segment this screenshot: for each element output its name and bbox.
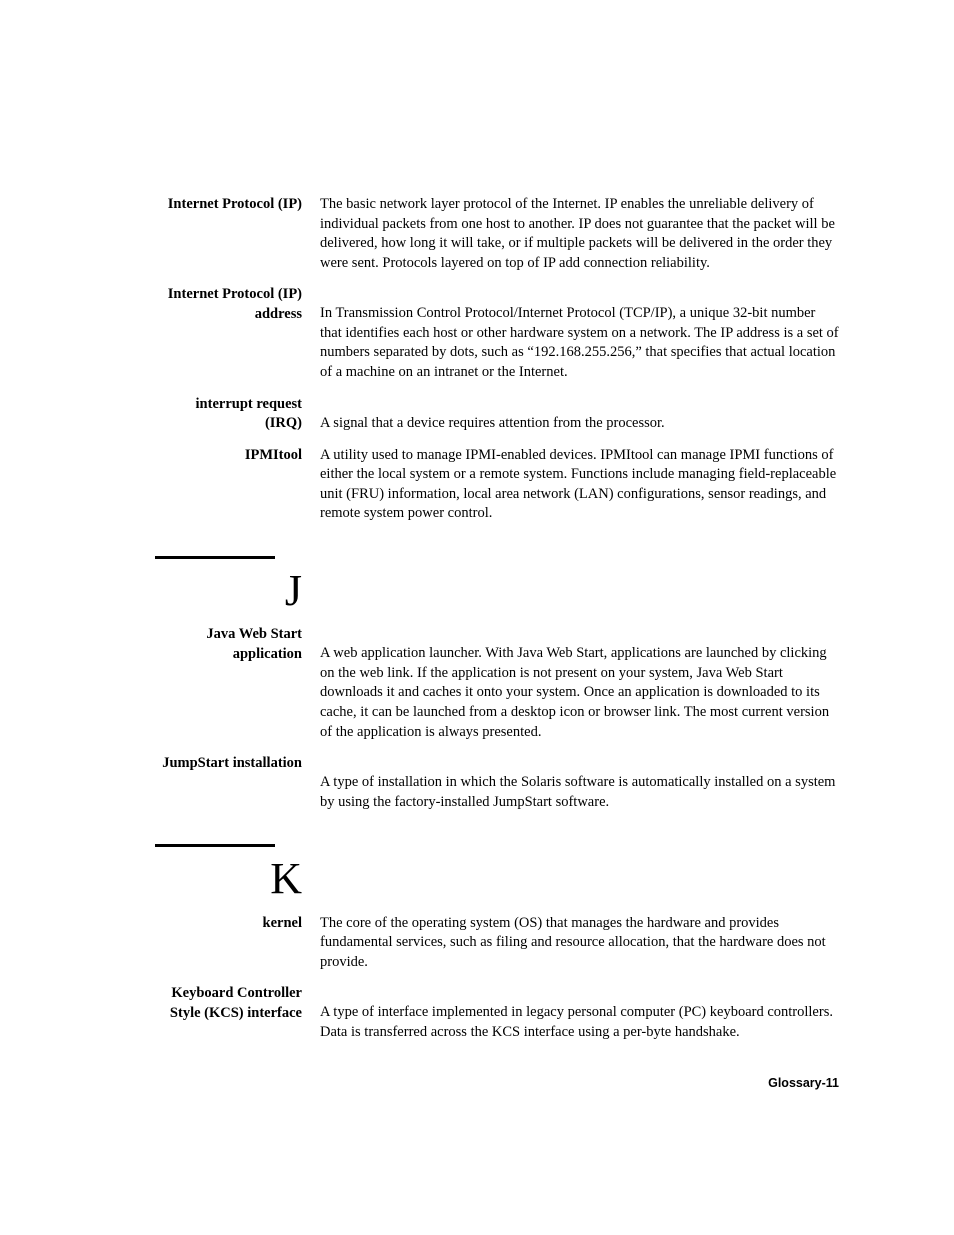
glossary-definition: A utility used to manage IPMI-enabled de… <box>320 446 839 524</box>
glossary-entry: Java Web Start application A web applica… <box>155 625 839 742</box>
section-letter-k: K <box>155 855 320 903</box>
glossary-term: kernel <box>155 914 320 973</box>
glossary-term: JumpStart installation <box>155 754 320 812</box>
glossary-entries-k: kernel The core of the operating system … <box>155 914 839 1043</box>
glossary-definition: A signal that a device requires attentio… <box>320 395 839 434</box>
glossary-term: Internet Protocol (IP) <box>155 195 320 273</box>
glossary-entries-j: Java Web Start application A web applica… <box>155 625 839 812</box>
glossary-definition: A type of interface implemented in legac… <box>320 984 839 1042</box>
glossary-definition: The core of the operating system (OS) th… <box>320 914 839 973</box>
glossary-entry: kernel The core of the operating system … <box>155 914 839 973</box>
glossary-entries-top: Internet Protocol (IP) The basic network… <box>155 195 839 524</box>
glossary-term: interrupt request (IRQ) <box>155 395 320 434</box>
glossary-term: Keyboard Controller Style (KCS) interfac… <box>155 984 320 1042</box>
glossary-definition: A type of installation in which the Sola… <box>320 754 839 812</box>
glossary-term: IPMItool <box>155 446 320 524</box>
page-footer: Glossary-11 <box>768 1076 839 1090</box>
glossary-entry: IPMItool A utility used to manage IPMI-e… <box>155 446 839 524</box>
glossary-definition: In Transmission Control Protocol/Interne… <box>320 285 839 382</box>
glossary-entry: interrupt request (IRQ) A signal that a … <box>155 395 839 434</box>
glossary-definition: The basic network layer protocol of the … <box>320 195 839 273</box>
section-divider <box>155 556 275 559</box>
glossary-entry: JumpStart installation A type of install… <box>155 754 839 812</box>
section-letter-j: J <box>155 567 320 615</box>
glossary-term: Internet Protocol (IP) address <box>155 285 320 382</box>
glossary-term: Java Web Start application <box>155 625 320 742</box>
glossary-entry: Internet Protocol (IP) address In Transm… <box>155 285 839 382</box>
glossary-entry: Internet Protocol (IP) The basic network… <box>155 195 839 273</box>
section-divider <box>155 844 275 847</box>
glossary-entry: Keyboard Controller Style (KCS) interfac… <box>155 984 839 1042</box>
glossary-definition: A web application launcher. With Java We… <box>320 625 839 742</box>
